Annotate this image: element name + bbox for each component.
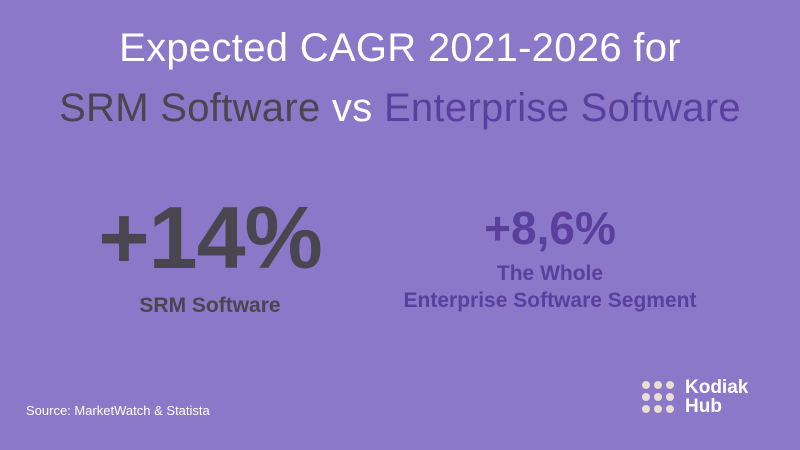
stat-srm-software: +14% SRM Software: [90, 192, 330, 319]
title-enterprise-software: Enterprise Software: [383, 86, 741, 130]
stat-srm-value: +14%: [98, 188, 323, 287]
source-note: Source: MarketWatch & Statista: [26, 403, 210, 418]
stat-enterprise-label-line-1: The Whole: [496, 262, 604, 285]
title-vs: vs: [320, 86, 384, 130]
kodiak-hub-logo: Kodiak Hub: [641, 378, 748, 416]
title-line-2: SRM Software vs Enterprise Software: [0, 86, 800, 131]
dot-grid-icon: [642, 381, 674, 413]
stat-enterprise-value: +8,6%: [484, 202, 616, 254]
logo-wordmark: Kodiak Hub: [685, 378, 748, 416]
logo-word-hub: Hub: [685, 396, 722, 417]
logo-word-kodiak: Kodiak: [685, 377, 749, 398]
title-line-1: Expected CAGR 2021-2026 for: [119, 26, 681, 70]
stat-enterprise-label-line-2: Enterprise Software Segment: [403, 289, 697, 312]
stat-srm-label: SRM Software: [139, 294, 281, 317]
title-srm-software: SRM Software: [59, 86, 321, 130]
stat-enterprise-software: +8,6% The Whole Enterprise Software Segm…: [370, 202, 730, 314]
